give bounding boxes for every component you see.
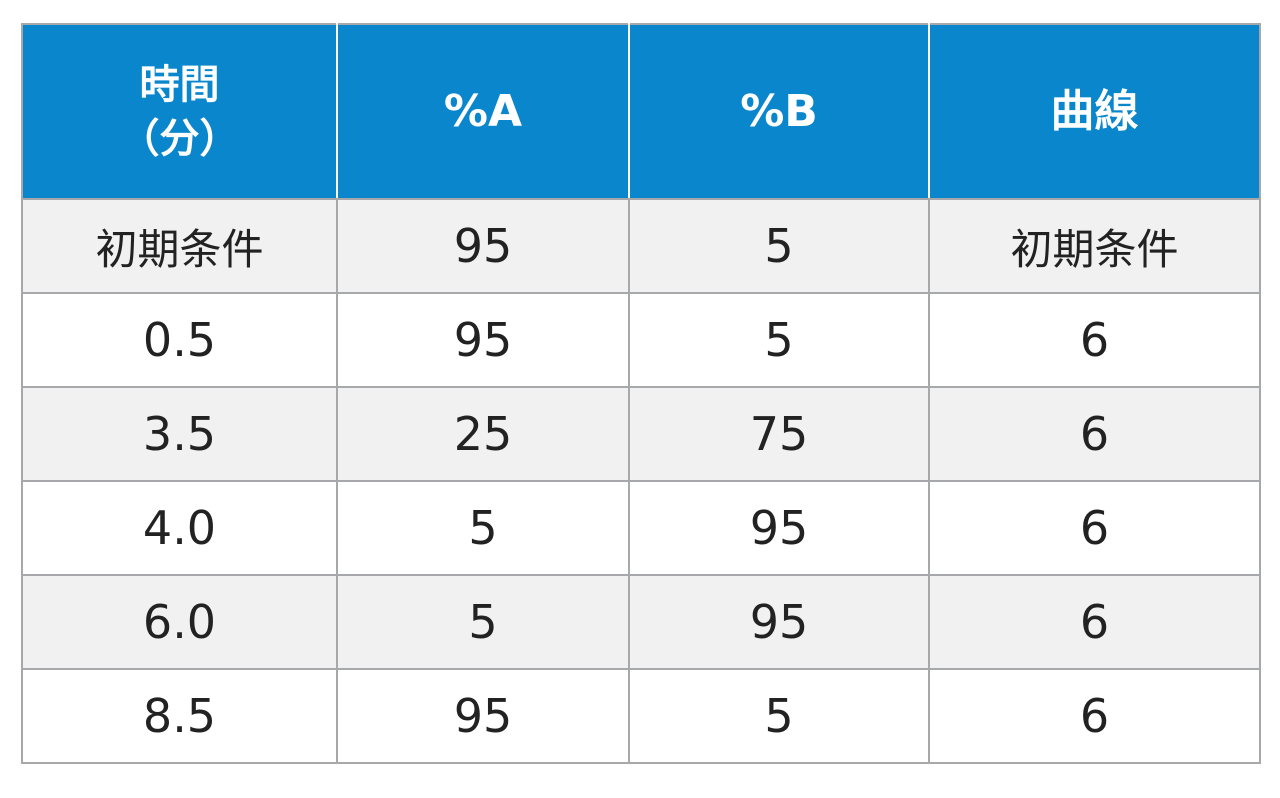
header-time: 時間 （分） — [21, 23, 338, 200]
header-time-label: 時間 — [139, 61, 220, 108]
table-row: 6.0 5 95 6 — [21, 574, 1261, 670]
cell-percent-b: 95 — [628, 480, 930, 576]
table-row: 4.0 5 95 6 — [21, 480, 1261, 576]
cell-curve: 6 — [928, 386, 1261, 482]
cell-percent-b: 95 — [628, 574, 930, 670]
table-row: 3.5 25 75 6 — [21, 386, 1261, 482]
cell-percent-a: 95 — [336, 668, 630, 764]
cell-time: 6.0 — [21, 574, 338, 670]
cell-time: 3.5 — [21, 386, 338, 482]
cell-percent-b: 5 — [628, 668, 930, 764]
cell-curve: 6 — [928, 292, 1261, 388]
table-header: 時間 （分） %A %B 曲線 — [21, 23, 1261, 200]
cell-percent-b: 75 — [628, 386, 930, 482]
cell-percent-a: 95 — [336, 198, 630, 294]
cell-time: 0.5 — [21, 292, 338, 388]
cell-curve: 6 — [928, 480, 1261, 576]
cell-time: 8.5 — [21, 668, 338, 764]
cell-percent-a: 5 — [336, 574, 630, 670]
cell-percent-a: 5 — [336, 480, 630, 576]
cell-time: 初期条件 — [21, 198, 338, 294]
header-row: 時間 （分） %A %B 曲線 — [21, 23, 1261, 200]
gradient-table-container: 時間 （分） %A %B 曲線 初期条件 95 5 初期条件 0.5 95 5 … — [21, 23, 1261, 764]
cell-time: 4.0 — [21, 480, 338, 576]
table-body: 初期条件 95 5 初期条件 0.5 95 5 6 3.5 25 75 6 4.… — [21, 198, 1261, 764]
header-percent-b: %B — [628, 23, 930, 200]
cell-curve: 初期条件 — [928, 198, 1261, 294]
cell-curve: 6 — [928, 668, 1261, 764]
table-row: 8.5 95 5 6 — [21, 668, 1261, 764]
table-row: 初期条件 95 5 初期条件 — [21, 198, 1261, 294]
gradient-table: 時間 （分） %A %B 曲線 初期条件 95 5 初期条件 0.5 95 5 … — [21, 23, 1261, 764]
cell-percent-b: 5 — [628, 292, 930, 388]
header-time-unit: （分） — [119, 115, 240, 162]
cell-percent-a: 25 — [336, 386, 630, 482]
header-percent-a: %A — [336, 23, 630, 200]
cell-curve: 6 — [928, 574, 1261, 670]
header-curve: 曲線 — [928, 23, 1261, 200]
cell-percent-b: 5 — [628, 198, 930, 294]
table-row: 0.5 95 5 6 — [21, 292, 1261, 388]
cell-percent-a: 95 — [336, 292, 630, 388]
